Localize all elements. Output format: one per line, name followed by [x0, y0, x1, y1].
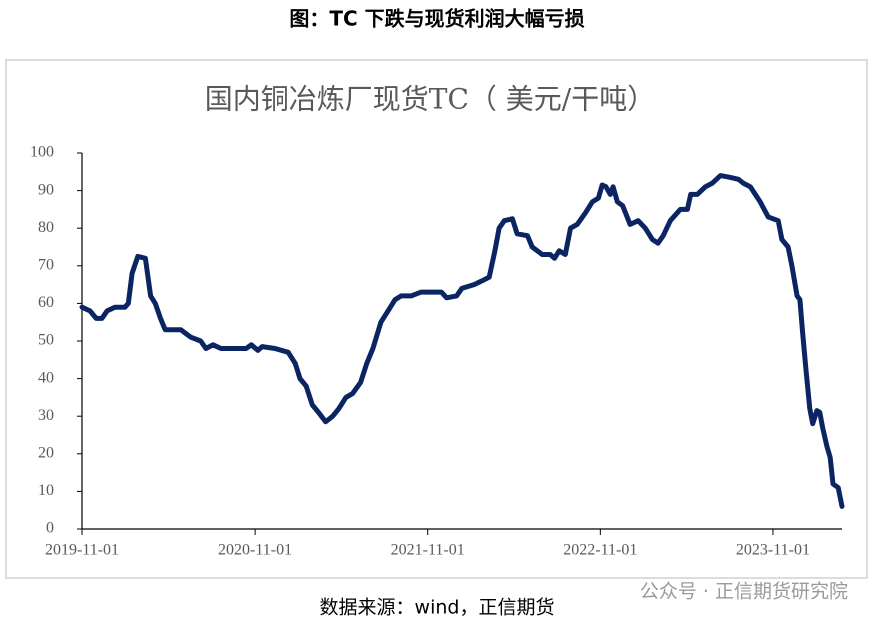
y-tick-label: 0	[46, 520, 54, 537]
x-tick-label: 2022-11-01	[563, 542, 637, 559]
x-tick-label: 2019-11-01	[45, 542, 119, 559]
y-tick-label: 40	[38, 369, 54, 386]
y-tick-label: 50	[38, 332, 54, 349]
y-tick-label: 80	[38, 219, 54, 236]
y-tick-label: 70	[38, 256, 54, 273]
y-tick-label: 20	[38, 444, 54, 461]
y-tick-label: 60	[38, 294, 54, 311]
page-title: 图：TC 下跌与现货利润大幅亏损	[289, 7, 584, 31]
source-note: 数据来源：wind，正信期货	[320, 597, 555, 619]
x-tick-label: 2020-11-01	[218, 542, 292, 559]
y-tick-label: 90	[38, 181, 54, 198]
x-tick-label: 2021-11-01	[391, 542, 465, 559]
y-tick-label: 10	[38, 482, 54, 499]
y-tick-label: 100	[30, 144, 54, 161]
x-tick-label: 2023-11-01	[736, 542, 810, 559]
chart-frame	[5, 59, 868, 579]
watermark: 公众号 · 正信期货研究院	[640, 581, 848, 603]
y-tick-label: 30	[38, 407, 54, 424]
chart-title: 国内铜冶炼厂现货TC（ 美元/干吨）	[205, 83, 655, 116]
data-line	[79, 173, 845, 509]
